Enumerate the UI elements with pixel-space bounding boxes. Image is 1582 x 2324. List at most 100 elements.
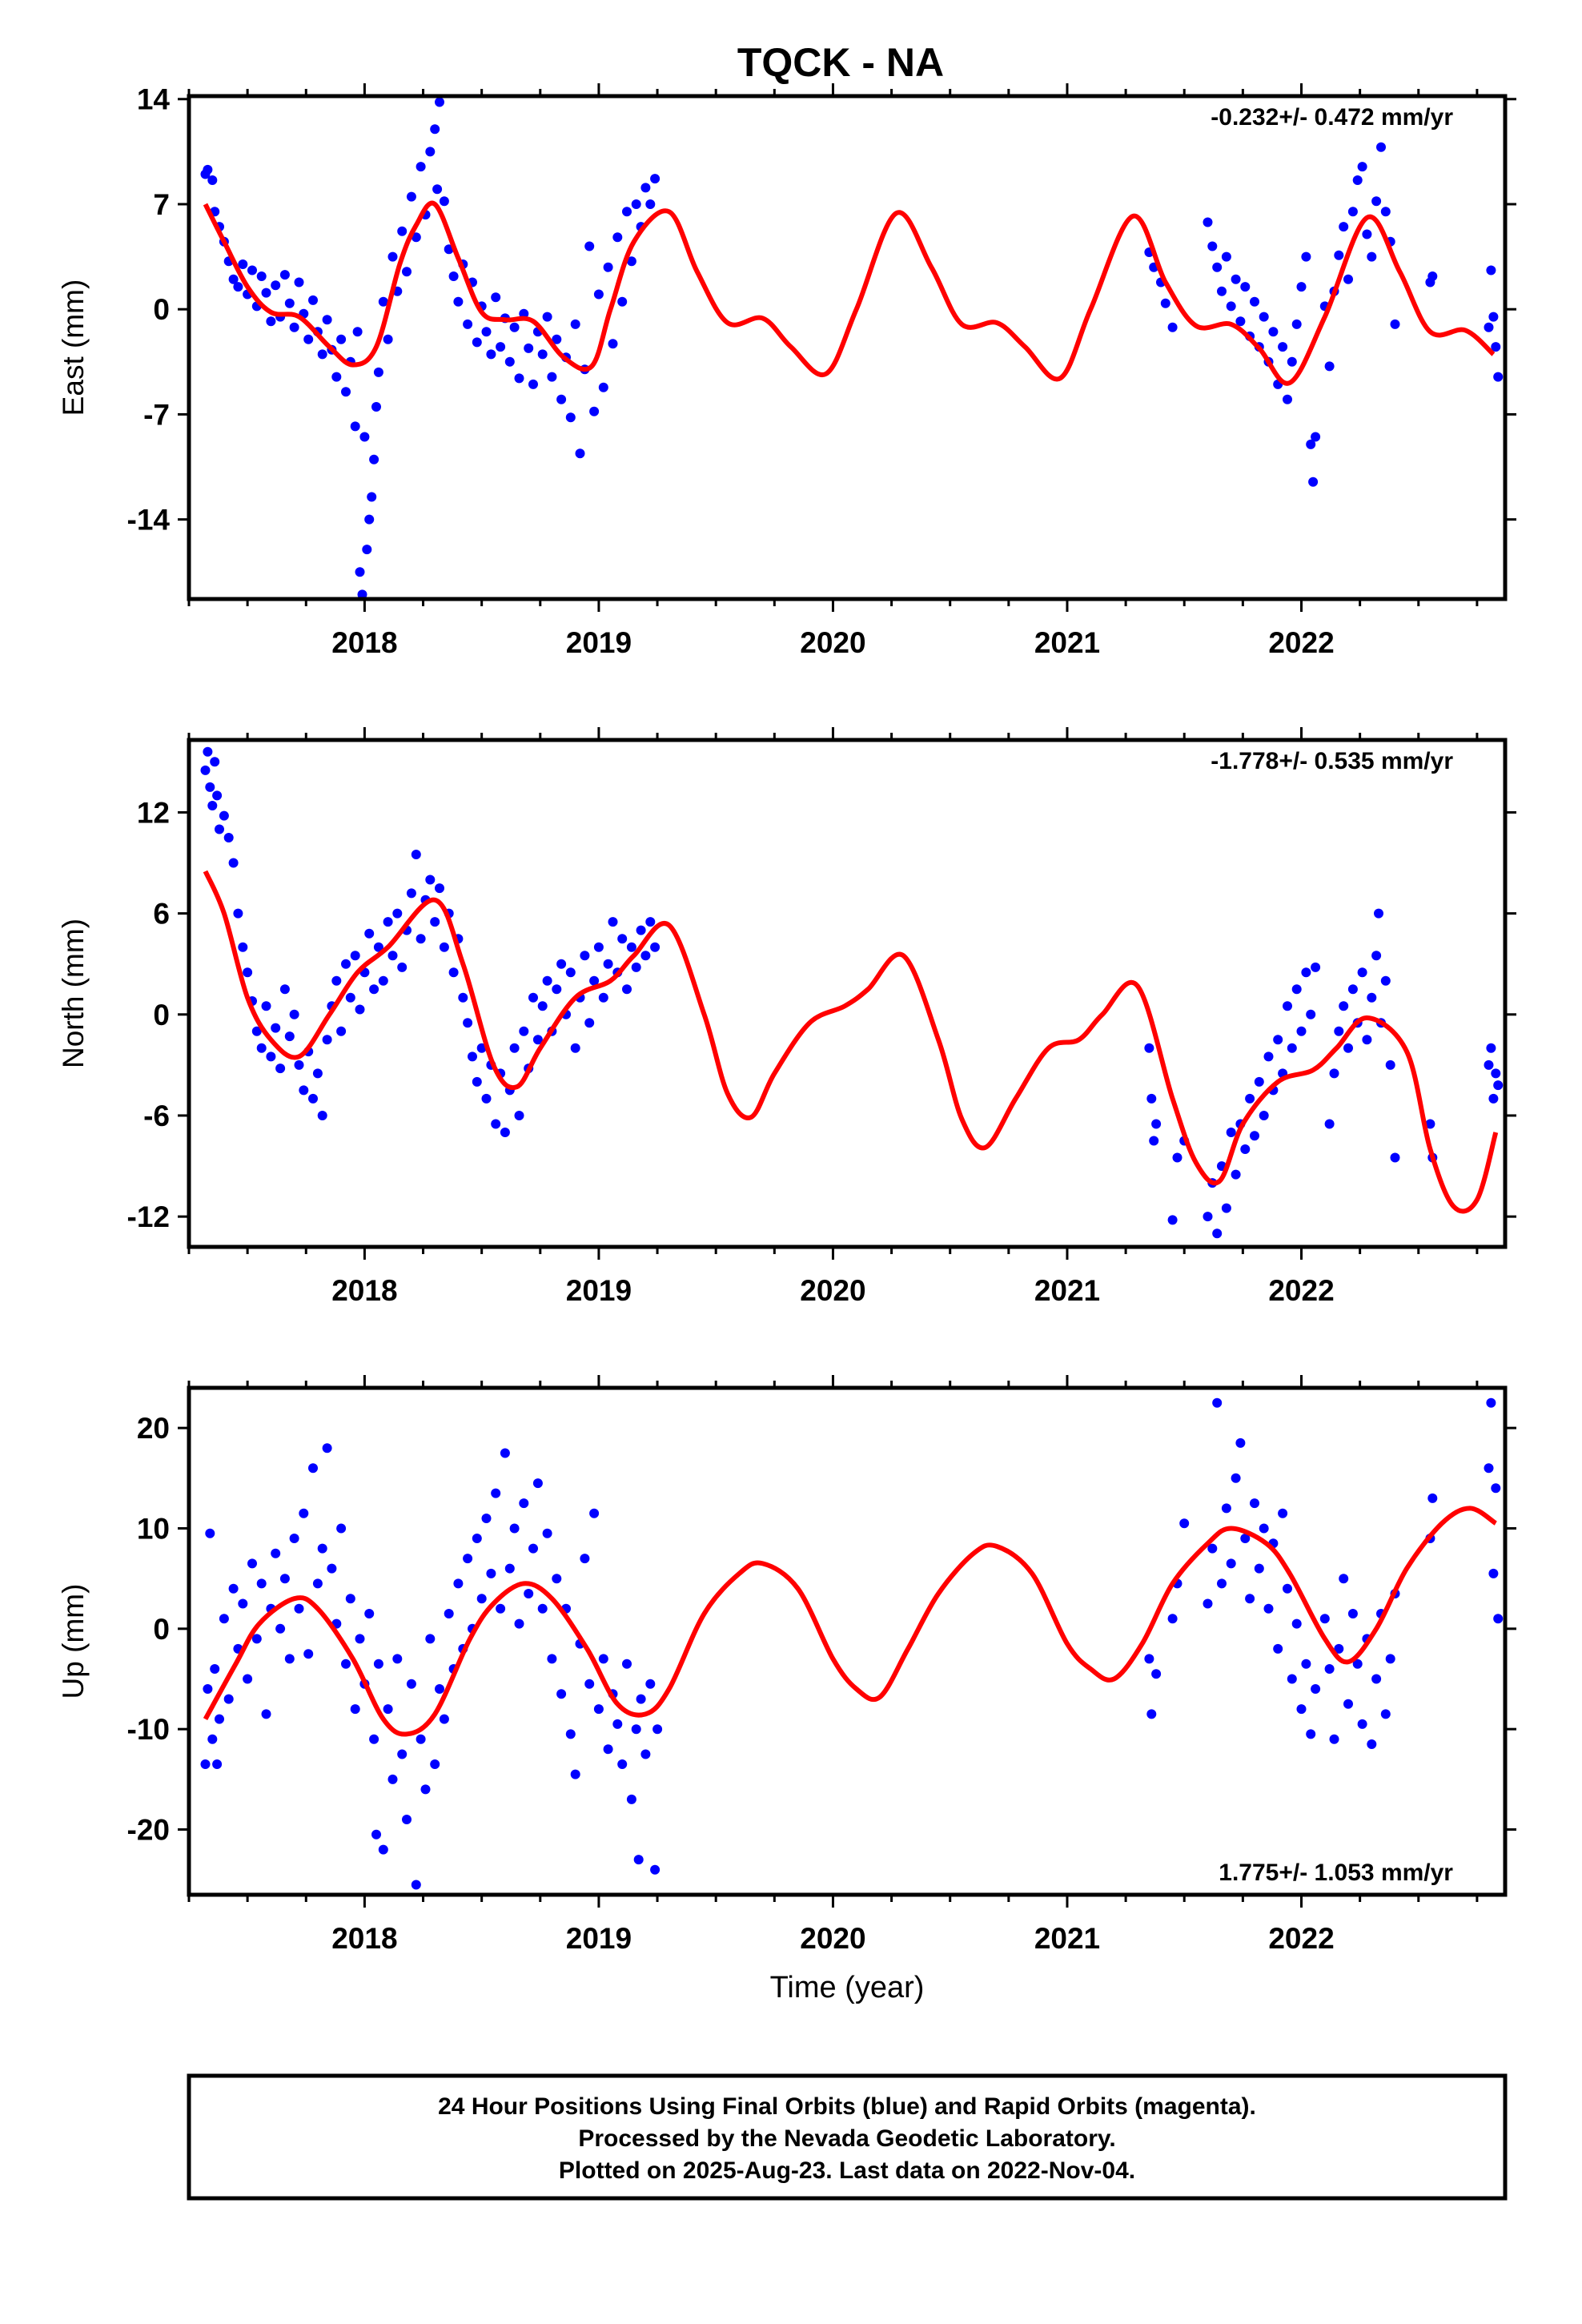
figure-title: TQCK - NA: [737, 40, 944, 85]
north-fit-curve: [203, 870, 1499, 1214]
east-xtick-label: 2020: [800, 626, 865, 659]
up-data-point: [1217, 1578, 1227, 1589]
north-data-point: [1357, 967, 1367, 978]
up-data-point: [1296, 1704, 1307, 1715]
east-data-point: [357, 589, 367, 599]
east-data-point: [1334, 250, 1344, 260]
east-data-point: [1235, 316, 1246, 327]
north-ytick-label: 12: [137, 796, 170, 829]
north-data-point: [1250, 1131, 1259, 1141]
east-data-point: [1486, 265, 1496, 275]
north-data-point: [203, 746, 213, 757]
up-data-point: [207, 1734, 218, 1744]
up-data-point: [640, 1749, 651, 1759]
up-data-point: [622, 1659, 632, 1669]
up-data-point: [1329, 1734, 1339, 1744]
north-data-point: [532, 1035, 543, 1045]
up-data-point: [463, 1554, 473, 1564]
north-ytick-label: -12: [127, 1200, 170, 1233]
north-data-point: [266, 1051, 276, 1062]
north-xtick-label: 2018: [331, 1274, 397, 1307]
north-data-point: [1425, 1119, 1435, 1129]
north-data-point: [463, 1018, 473, 1028]
up-data-point: [397, 1749, 408, 1759]
east-data-point: [228, 274, 239, 284]
up-ytick-label: -10: [127, 1713, 170, 1746]
east-data-point: [435, 97, 444, 107]
north-ytick-label: -6: [143, 1100, 170, 1132]
north-data-point: [1339, 1001, 1349, 1011]
east-data-point: [1311, 432, 1321, 442]
north-data-point: [215, 824, 224, 834]
north-data-point: [411, 850, 421, 859]
up-data-point: [532, 1478, 543, 1489]
east-data-point: [463, 319, 473, 329]
east-data-point: [1287, 356, 1297, 367]
up-data-point: [1427, 1493, 1438, 1503]
east-data-point: [383, 334, 393, 344]
east-points: [200, 97, 1504, 599]
up-data-point: [1306, 1729, 1316, 1739]
up-data-point: [472, 1534, 482, 1543]
north-data-point: [1149, 1136, 1159, 1146]
east-data-point: [1306, 439, 1316, 449]
east-data-point: [369, 454, 379, 464]
up-data-point: [1491, 1483, 1501, 1494]
up-data-point: [593, 1704, 604, 1715]
east-data-point: [1240, 282, 1251, 292]
east-data-point: [439, 196, 449, 207]
north-data-point: [425, 875, 436, 885]
east-data-point: [425, 147, 436, 157]
east-data-point: [1226, 301, 1236, 312]
up-data-point: [1291, 1618, 1302, 1629]
footer-line-1: 24 Hour Positions Using Final Orbits (bl…: [438, 2093, 1256, 2120]
east-data-point: [336, 334, 347, 344]
up-ytick-label: 20: [137, 1412, 170, 1445]
north-data-point: [284, 1031, 295, 1042]
east-data-point: [207, 175, 218, 185]
north-data-point: [1486, 1043, 1496, 1053]
east-data-point: [247, 265, 257, 275]
up-data-point: [383, 1704, 393, 1715]
up-data-point: [1357, 1719, 1367, 1729]
up-data-point: [509, 1523, 520, 1534]
north-data-point: [207, 801, 218, 810]
east-data-point: [359, 432, 370, 442]
up-data-point: [1273, 1643, 1283, 1654]
east-ytick-label: -7: [143, 398, 170, 431]
up-data-point: [1301, 1659, 1311, 1669]
north-data-point: [1254, 1076, 1264, 1087]
north-data-point: [223, 833, 234, 842]
east-data-point: [593, 289, 604, 300]
footer-line-2: Processed by the Nevada Geodetic Laborat…: [578, 2125, 1115, 2152]
up-data-point: [251, 1634, 262, 1644]
east-data-point: [556, 394, 567, 404]
east-data-point: [1167, 322, 1178, 332]
north-data-point: [1296, 1026, 1307, 1036]
north-data-point: [364, 928, 375, 939]
up-frame: [187, 1385, 1508, 1897]
east-data-point: [317, 349, 327, 360]
up-data-point: [603, 1744, 613, 1755]
north-data-point: [279, 984, 290, 995]
up-data-point: [1259, 1523, 1269, 1534]
east-data-point: [453, 296, 464, 307]
north-data-point: [219, 810, 229, 821]
east-data-point: [1212, 262, 1223, 272]
east-data-point: [1203, 217, 1213, 227]
north-data-point: [238, 942, 248, 952]
up-data-point: [1493, 1614, 1504, 1624]
up-data-point: [215, 1714, 224, 1724]
up-data-point: [210, 1664, 220, 1674]
north-data-point: [233, 908, 243, 919]
east-data-point: [626, 256, 636, 267]
up-data-point: [1226, 1558, 1236, 1569]
up-data-point: [1144, 1654, 1154, 1664]
up-data-point: [1278, 1508, 1288, 1518]
up-data-point: [1212, 1397, 1223, 1408]
east-data-point: [303, 334, 314, 344]
north-data-point: [205, 782, 215, 792]
up-data-point: [612, 1719, 623, 1729]
up-data-point: [416, 1734, 426, 1744]
up-data-point: [626, 1794, 636, 1804]
